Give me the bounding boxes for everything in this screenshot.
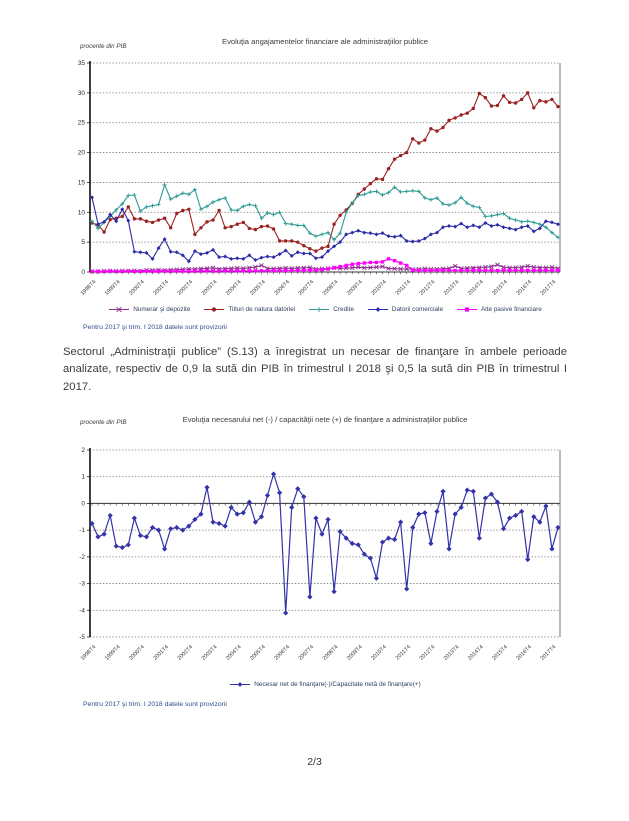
legend-item: Titluri de natura datoriei <box>203 305 295 314</box>
series-Datorii comerciale <box>90 195 560 264</box>
x-tick-label: 2015T4 <box>491 279 509 297</box>
legend-label: Numerar şi depozite <box>133 306 191 313</box>
y-tick-label: 10 <box>78 209 86 216</box>
x-tick-label: 2012T4 <box>419 644 437 662</box>
x-tick-label: 2006T4 <box>273 644 291 662</box>
x-tick-label: 2012T4 <box>419 279 437 297</box>
x-tick-label: 2015T4 <box>491 644 509 662</box>
y-tick-label: 2 <box>81 447 85 454</box>
y-tick-label: 20 <box>78 150 86 157</box>
legend-label: Alte pasive financiare <box>481 306 542 313</box>
x-tick-label: 2010T4 <box>370 644 388 662</box>
x-tick-label: 2006T4 <box>273 279 291 297</box>
chart2-plot: -5 -4 -3 -2 -1 0 1 2 1998T4 1999T4 2000T4 2001T4 200… <box>79 447 561 662</box>
x-tick-label: 2007T4 <box>298 644 316 662</box>
x-tick-label: 2000T4 <box>128 279 146 297</box>
x-tick-label: 2001T4 <box>152 644 170 662</box>
x-tick-label: 2004T4 <box>225 279 243 297</box>
chart2-note: Pentru 2017 şi trim. I 2018 datele sunt … <box>83 701 227 708</box>
x-tick-label: 2000T4 <box>128 644 146 662</box>
x-tick-label: 2017T4 <box>540 279 558 297</box>
body-paragraph: Sectorul „Administraţii publice” (S.13) … <box>63 346 567 393</box>
legend-marker-icon <box>230 682 251 687</box>
legend-label: Titluri de natura datoriei <box>228 306 296 313</box>
legend-item: Datorii comerciale <box>367 305 443 314</box>
y-tick-label: -2 <box>79 554 85 561</box>
x-tick-label: 2002T4 <box>177 644 195 662</box>
y-tick-label: 5 <box>81 239 85 246</box>
legend-marker-icon <box>109 306 130 313</box>
y-tick-label: 1 <box>81 474 85 481</box>
chart1-y-axis-caption: procente din PIB <box>80 43 127 50</box>
chart2-legend: Necesar net de finanţare(-)/Capacitate n… <box>90 680 560 689</box>
x-tick-label: 2005T4 <box>249 279 267 297</box>
chart2-title: Evoluţia necesarului net (-) / capacităţ… <box>182 415 468 424</box>
x-tick-label: 2008T4 <box>322 279 340 297</box>
x-tick-label: 2011T4 <box>395 279 412 296</box>
y-tick-label: 15 <box>78 179 86 186</box>
x-tick-label: 1999T4 <box>104 644 122 662</box>
x-tick-label: 2011T4 <box>395 644 412 661</box>
chart1-plot: 0 5 10 15 20 25 30 35 1998T4 1999T4 2000T4 2001T4 20… <box>78 60 561 297</box>
chart1-note: Pentru 2017 şi trim. I 2018 datele sunt … <box>83 324 227 331</box>
legend-item: Numerar şi depozite <box>108 305 190 314</box>
chart1-legend: Numerar şi depozite Titluri de natura dat… <box>90 305 560 314</box>
series-Necesar net de finanţare(-)/Capacitate netă de finanţare(+) <box>89 471 561 616</box>
y-tick-label: 0 <box>81 269 85 276</box>
y-tick-label: -4 <box>79 607 85 614</box>
y-tick-label: -5 <box>79 634 85 641</box>
x-tick-label: 2010T4 <box>370 279 388 297</box>
x-tick-label: 2017T4 <box>540 644 558 662</box>
legend-marker-icon <box>457 307 478 312</box>
y-tick-label: -3 <box>79 581 85 588</box>
series-Alte pasive financiare <box>90 257 560 274</box>
series-Credite <box>90 182 560 242</box>
x-tick-label: 2014T4 <box>467 644 485 662</box>
legend-item: Credite <box>308 305 354 314</box>
y-tick-label: 25 <box>78 120 86 127</box>
legend-label: Necesar net de finanţare(-)/Capacitate n… <box>254 681 421 688</box>
y-tick-label: 0 <box>81 500 85 507</box>
x-tick-label: 2009T4 <box>346 279 364 297</box>
x-tick-label: 1999T4 <box>104 279 122 297</box>
x-tick-label: 2004T4 <box>225 644 243 662</box>
x-tick-label: 2002T4 <box>177 279 195 297</box>
x-tick-label: 2009T4 <box>346 644 364 662</box>
legend-label: Datorii comerciale <box>391 306 444 313</box>
series-Titluri de natura datoriei <box>90 91 560 253</box>
legend-marker-icon <box>204 307 225 312</box>
x-tick-label: 2003T4 <box>201 279 219 297</box>
x-tick-label: 2005T4 <box>249 644 267 662</box>
x-tick-label: 2008T4 <box>322 644 340 662</box>
legend-label: Credite <box>333 306 354 313</box>
legend-marker-icon <box>367 307 388 312</box>
x-tick-label: 2003T4 <box>201 644 219 662</box>
x-tick-label: 2001T4 <box>152 279 170 297</box>
x-tick-label: 2016T4 <box>515 644 533 662</box>
legend-marker-icon <box>309 307 330 312</box>
y-tick-label: 35 <box>78 60 86 67</box>
x-tick-label: 1998T4 <box>80 279 98 297</box>
x-tick-label: 2007T4 <box>298 279 316 297</box>
y-tick-label: 30 <box>78 90 86 97</box>
chart2-y-axis-caption: procente din PIB <box>80 419 127 426</box>
x-tick-label: 1998T4 <box>80 644 98 662</box>
legend-item: Necesar net de finanţare(-)/Capacitate n… <box>229 680 421 689</box>
page-number: 2/3 <box>307 756 322 768</box>
x-tick-label: 2013T4 <box>443 279 461 297</box>
x-tick-label: 2016T4 <box>515 279 533 297</box>
y-tick-label: -1 <box>79 527 85 534</box>
x-tick-label: 2013T4 <box>443 644 461 662</box>
chart1-title: Evoluţia angajamentelor financiare ale a… <box>222 37 428 46</box>
x-tick-label: 2014T4 <box>467 279 485 297</box>
legend-item: Alte pasive financiare <box>456 305 542 314</box>
